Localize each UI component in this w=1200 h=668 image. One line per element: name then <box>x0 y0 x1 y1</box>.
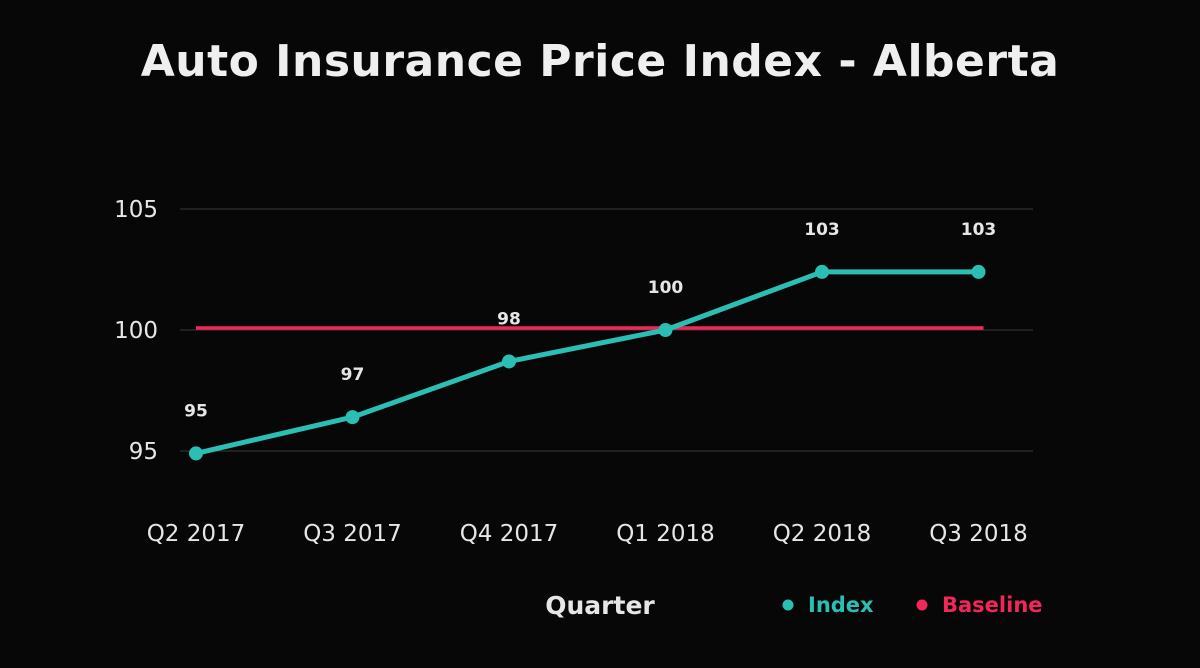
x-axis-title: Quarter <box>545 591 655 620</box>
y-tick-label-95: 95 <box>129 439 158 465</box>
x-tick-label: Q2 2017 <box>147 521 246 547</box>
data-label: 97 <box>341 365 365 385</box>
x-tick-label: Q3 2018 <box>929 521 1028 547</box>
x-tick-label: Q3 2017 <box>303 521 402 547</box>
legend-label-index: Index <box>808 593 874 617</box>
data-label: 103 <box>804 220 840 240</box>
legend-marker-baseline <box>916 599 928 611</box>
data-label: 100 <box>648 278 684 298</box>
x-tick-label: Q4 2017 <box>460 521 559 547</box>
legend-marker-index <box>782 599 794 611</box>
y-tick-label-100: 100 <box>114 318 158 344</box>
data-label: 98 <box>497 309 521 329</box>
index-point <box>815 264 829 279</box>
index-line <box>193 269 981 456</box>
legend-label-baseline: Baseline <box>942 593 1043 617</box>
index-point <box>971 264 986 279</box>
x-tick-label: Q1 2018 <box>616 521 715 547</box>
index-point <box>658 323 673 337</box>
y-tick-label-105: 105 <box>114 197 158 223</box>
index-point <box>345 410 360 425</box>
index-point <box>502 354 516 369</box>
data-label: 103 <box>961 220 997 240</box>
data-label: 95 <box>184 401 208 421</box>
index-point <box>189 446 203 461</box>
chart-title: Auto Insurance Price Index - Alberta <box>140 36 1060 87</box>
x-tick-label: Q2 2018 <box>773 521 872 547</box>
